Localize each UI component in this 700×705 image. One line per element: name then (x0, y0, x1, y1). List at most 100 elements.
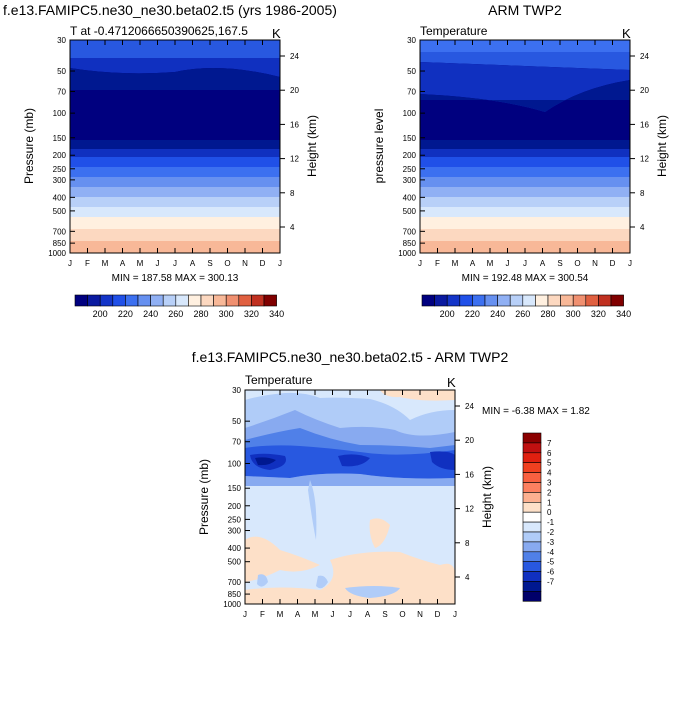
colorbar-swatch (585, 294, 599, 307)
colorbar-swatch (610, 294, 624, 307)
colorbar-swatch (137, 294, 151, 307)
colorbar-swatch (522, 294, 536, 307)
colorbar-swatch (150, 294, 164, 307)
y-right-tick-label: 16 (465, 470, 474, 479)
y-right-tick-label: 12 (290, 155, 299, 164)
panel-diff-warm-c (245, 551, 455, 604)
panel-diff-stats: MIN = -6.38 MAX = 1.82 (482, 406, 590, 417)
panel-diff-title: f.e13.FAMIPC5.ne30_ne30.beta02.t5 - ARM … (192, 349, 509, 365)
y-tick-label: 150 (53, 134, 67, 143)
colorbar-label: -5 (547, 558, 555, 567)
colorbar-label: 320 (244, 309, 259, 319)
panel-model-band-250 (70, 167, 280, 177)
x-tick-label: N (242, 259, 248, 268)
x-tick-label: J (173, 259, 177, 268)
panel-obs-band-90 (420, 80, 630, 112)
panel-diff-streak (308, 480, 317, 540)
colorbar-swatch (125, 294, 139, 307)
y-tick-label: 1000 (398, 249, 416, 258)
panel-obs-band-400 (420, 197, 630, 207)
x-tick-label: J (156, 259, 160, 268)
colorbar-swatch (112, 294, 126, 307)
x-tick-label: D (435, 610, 441, 619)
colorbar-label: 340 (269, 309, 284, 319)
y-tick-label: 50 (407, 67, 416, 76)
panel-obs-stats: MIN = 192.48 MAX = 300.54 (462, 273, 589, 284)
colorbar-label: -1 (547, 518, 555, 527)
colorbar-swatch (522, 591, 542, 602)
panel-obs-band-170 (420, 149, 630, 157)
colorbar-swatch (200, 294, 214, 307)
panel-obs-band-300 (420, 177, 630, 187)
x-tick-label: J (523, 259, 527, 268)
panel-model-units: K (272, 26, 281, 41)
panel-obs-band-250 (420, 167, 630, 177)
y-tick-label: 1000 (48, 249, 66, 258)
x-tick-label: O (574, 259, 580, 268)
colorbar-swatch (522, 581, 542, 592)
panel-obs-ylabel-right: Height (km) (655, 115, 669, 177)
colorbar-swatch (522, 531, 542, 543)
panel-diff-plot (244, 389, 456, 605)
colorbar-label: 1 (547, 498, 552, 507)
colorbar-label: 260 (168, 309, 183, 319)
panel-model-band-50 (70, 58, 280, 77)
panel-obs-band-600 (420, 217, 630, 229)
panel-diff-subtitle: Temperature (245, 373, 313, 387)
y-tick-label: 400 (228, 544, 242, 553)
panel-obs-plot (419, 39, 631, 254)
colorbar-label: 320 (591, 309, 606, 319)
colorbar-swatch (522, 452, 542, 463)
y-right-tick-label: 8 (465, 539, 470, 548)
panel-obs-band-750 (420, 229, 630, 241)
y-tick-label: 850 (228, 590, 242, 599)
x-tick-label: N (417, 610, 423, 619)
panel-diff-warm-top (380, 390, 455, 401)
colorbar-label: 3 (547, 479, 552, 488)
y-tick-label: 700 (228, 578, 242, 587)
colorbar-swatch (560, 294, 574, 307)
x-tick-label: A (120, 259, 126, 268)
x-tick-label: F (260, 610, 265, 619)
panel-model-band-500 (70, 207, 280, 217)
panel-model-stats: MIN = 187.58 MAX = 300.13 (112, 273, 239, 284)
panel-diff-band-m5b (338, 454, 370, 467)
y-tick-label: 70 (57, 87, 66, 96)
y-tick-label: 150 (228, 484, 242, 493)
x-tick-label: A (470, 259, 476, 268)
y-tick-label: 300 (228, 527, 242, 536)
x-tick-label: M (277, 610, 284, 619)
panel-obs-band-150 (420, 140, 630, 149)
panel-model-band-750 (70, 229, 280, 241)
colorbar-swatch (522, 492, 542, 503)
colorbar-swatch (497, 294, 511, 307)
panel-obs-subtitle: Temperature (420, 24, 488, 38)
panel-diff-warm-a (245, 536, 320, 582)
x-tick-label: J (453, 610, 457, 619)
x-tick-label: F (85, 259, 90, 268)
colorbar-swatch (522, 541, 542, 553)
y-right-tick-label: 24 (640, 52, 649, 61)
x-tick-label: S (207, 259, 212, 268)
panel-model-band-400 (70, 197, 280, 207)
y-tick-label: 30 (407, 36, 416, 45)
colorbar-swatch (572, 294, 587, 307)
x-tick-label: M (452, 259, 459, 268)
colorbar-swatch (434, 294, 448, 307)
colorbar-swatch (238, 294, 252, 307)
panel-model-ylabel-right: Height (km) (305, 115, 319, 177)
y-tick-label: 850 (403, 239, 417, 248)
y-right-tick-label: 20 (640, 86, 649, 95)
panel-model: f.e13.FAMIPC5.ne30_ne30.beta02.t5 (yrs 1… (3, 2, 337, 319)
panel-diff-band-m5c (430, 451, 455, 470)
colorbar-label: 280 (540, 309, 555, 319)
colorbar-swatch (484, 294, 498, 307)
x-tick-label: A (540, 259, 546, 268)
y-tick-label: 400 (403, 193, 417, 202)
x-tick-label: J (628, 259, 632, 268)
colorbar-swatch (175, 294, 189, 307)
panel-diff: f.e13.FAMIPC5.ne30_ne30.beta02.t5 - ARM … (192, 349, 591, 619)
colorbar-label: 260 (515, 309, 530, 319)
y-tick-label: 850 (53, 239, 67, 248)
